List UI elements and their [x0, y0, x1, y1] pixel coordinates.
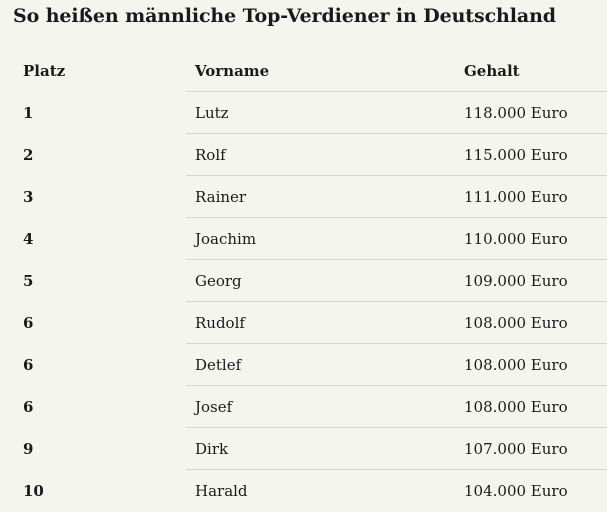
table-row: 4 Joachim 110.000 Euro	[0, 218, 607, 260]
table-row: 6 Detlef 108.000 Euro	[0, 344, 607, 386]
salary-cell: 110.000 Euro	[464, 230, 568, 248]
first-name-cell: Rolf	[195, 146, 226, 164]
salary-cell: 107.000 Euro	[464, 440, 568, 458]
salary-cell: 108.000 Euro	[464, 398, 568, 416]
first-name-cell: Rudolf	[195, 314, 245, 332]
row-divider	[186, 343, 607, 344]
page-title: So heißen männliche Top-Verdiener in Deu…	[13, 5, 556, 27]
table-row: 6 Rudolf 108.000 Euro	[0, 302, 607, 344]
rank-cell: 4	[23, 230, 34, 248]
rank-cell: 6	[23, 398, 34, 416]
first-name-cell: Harald	[195, 482, 248, 500]
column-header-vorname: Vorname	[195, 62, 270, 80]
first-name-cell: Dirk	[195, 440, 229, 458]
row-divider	[186, 259, 607, 260]
salary-cell: 108.000 Euro	[464, 314, 568, 332]
table-row: 2 Rolf 115.000 Euro	[0, 134, 607, 176]
table-row: 6 Josef 108.000 Euro	[0, 386, 607, 428]
rank-cell: 3	[23, 188, 34, 206]
rank-cell: 1	[23, 104, 34, 122]
table-row: 10 Harald 104.000 Euro	[0, 470, 607, 512]
column-header-gehalt: Gehalt	[464, 62, 520, 80]
first-name-cell: Georg	[195, 272, 242, 290]
rank-cell: 6	[23, 314, 34, 332]
row-divider	[186, 469, 607, 470]
first-name-cell: Detlef	[195, 356, 242, 374]
row-divider	[186, 133, 607, 134]
rank-cell: 5	[23, 272, 34, 290]
salary-cell: 109.000 Euro	[464, 272, 568, 290]
first-name-cell: Lutz	[195, 104, 229, 122]
salary-cell: 111.000 Euro	[464, 188, 568, 206]
table-row: 3 Rainer 111.000 Euro	[0, 176, 607, 218]
first-name-cell: Joachim	[195, 230, 257, 248]
table-header-row: Platz Vorname Gehalt	[0, 50, 607, 92]
salary-cell: 108.000 Euro	[464, 356, 568, 374]
row-divider	[186, 217, 607, 218]
row-divider	[186, 301, 607, 302]
table-row: 1 Lutz 118.000 Euro	[0, 92, 607, 134]
row-divider	[186, 91, 607, 92]
salary-cell: 115.000 Euro	[464, 146, 568, 164]
row-divider	[186, 385, 607, 386]
salary-cell: 118.000 Euro	[464, 104, 568, 122]
rank-cell: 6	[23, 356, 34, 374]
salary-cell: 104.000 Euro	[464, 482, 568, 500]
column-header-platz: Platz	[23, 62, 66, 80]
table-row: 5 Georg 109.000 Euro	[0, 260, 607, 302]
rank-cell: 9	[23, 440, 34, 458]
first-name-cell: Rainer	[195, 188, 247, 206]
row-divider	[186, 427, 607, 428]
first-name-cell: Josef	[195, 398, 233, 416]
table-row: 9 Dirk 107.000 Euro	[0, 428, 607, 470]
row-divider	[186, 175, 607, 176]
salary-table: Platz Vorname Gehalt 1 Lutz 118.000 Euro…	[0, 50, 607, 512]
rank-cell: 2	[23, 146, 34, 164]
rank-cell: 10	[23, 482, 44, 500]
